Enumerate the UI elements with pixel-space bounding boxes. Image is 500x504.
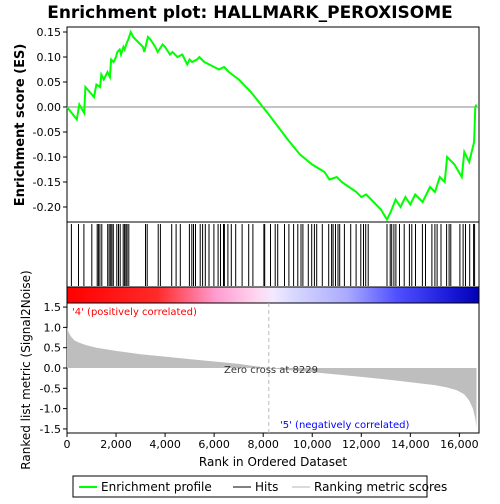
legend-label-ranking-metric: Ranking metric scores — [314, 480, 447, 494]
metric-y-tick-label: 0.5 — [44, 342, 62, 355]
es-y-tick-label: -0.20 — [33, 201, 61, 214]
es-y-tick-label: 0.05 — [37, 76, 62, 89]
metric-y-tick-label: -0.5 — [40, 382, 61, 395]
enrichment-score-panel: 0.15 0.10 0.05 0.00 -0.05 -0.10 -0.15 -0.20 Enr… — [13, 26, 480, 223]
legend-label-enrichment-profile: Enrichment profile — [101, 480, 212, 494]
enrichment-profile-line — [66, 29, 478, 222]
es-plot-frame — [66, 26, 480, 223]
metric-x-tick-label: 14,000 — [391, 438, 430, 451]
metric-y-axis-label: Ranked list metric (Signal2Noise) — [19, 270, 33, 469]
es-y-axis: 0.15 0.10 0.05 0.00 -0.05 -0.10 -0.15 -0.20 — [33, 26, 67, 214]
negative-correlation-label: '5' (negatively correlated) — [280, 420, 409, 431]
hit-marks — [70, 224, 476, 286]
metric-x-tick-label: 12,000 — [342, 438, 381, 451]
metric-y-tick-label: 1.5 — [44, 301, 62, 314]
hits-frame — [66, 221, 480, 288]
es-y-axis-label: Enrichment score (ES) — [13, 44, 28, 207]
metric-x-tick-label: 4,000 — [149, 438, 181, 451]
chart-title: Enrichment plot: HALLMARK_PEROXISOME — [47, 3, 453, 23]
legend-label-hits: Hits — [255, 480, 278, 494]
es-y-tick-label: -0.05 — [33, 126, 61, 139]
zero-cross-label: Zero cross at 8229 — [224, 365, 318, 376]
metric-x-tick-label: 8,000 — [247, 438, 279, 451]
metric-y-tick-label: -1.0 — [40, 403, 61, 416]
metric-y-tick-label: 1.0 — [44, 321, 62, 334]
es-y-tick-label: 0.15 — [37, 26, 62, 39]
metric-y-tick-label: -1.5 — [40, 423, 61, 436]
es-y-tick-label: -0.10 — [33, 151, 61, 164]
metric-x-tick-label: 16,000 — [440, 438, 479, 451]
hits-panel — [66, 221, 480, 288]
x-axis-label: Rank in Ordered Dataset — [199, 455, 347, 469]
ranking-metric-area — [67, 327, 477, 427]
es-y-tick-label: 0.00 — [37, 101, 62, 114]
es-y-tick-label: -0.15 — [33, 176, 61, 189]
ranked-metric-panel: 1.5 1.0 0.5 0.0 -0.5 -1.0 -1.5 0 2,000 4,000 6,00… — [19, 270, 480, 470]
positive-correlation-label: '4' (positively correlated) — [72, 307, 197, 318]
metric-y-tick-label: 0.0 — [44, 362, 62, 375]
metric-x-axis: 0 2,000 4,000 6,000 8,000 10,000 12,000 14,000 1… — [64, 433, 479, 451]
legend: Enrichment profile Hits Ranking metric s… — [72, 475, 447, 498]
metric-x-tick-label: 10,000 — [293, 438, 332, 451]
metric-x-tick-label: 2,000 — [100, 438, 132, 451]
metric-y-axis: 1.5 1.0 0.5 0.0 -0.5 -1.0 -1.5 — [40, 301, 67, 436]
rank-color-bar — [66, 286, 480, 304]
es-y-tick-label: 0.10 — [37, 51, 62, 64]
metric-x-tick-label: 6,000 — [198, 438, 230, 451]
metric-x-tick-label: 0 — [64, 438, 71, 451]
